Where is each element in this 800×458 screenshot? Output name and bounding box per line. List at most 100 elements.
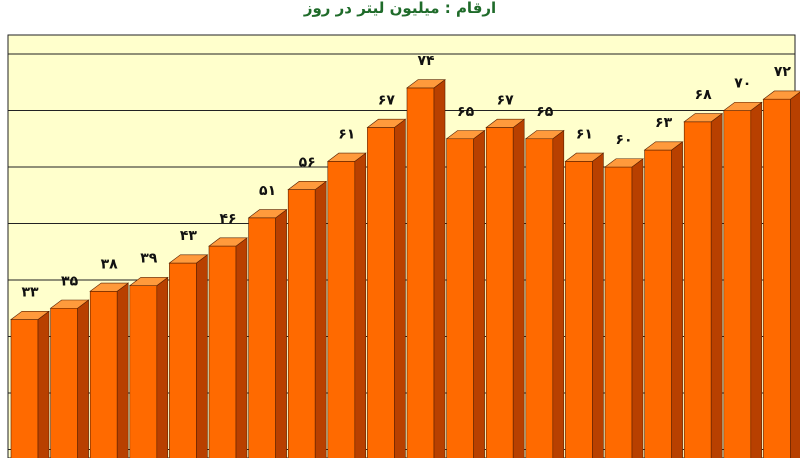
data-label: ۳۹ [140, 251, 158, 267]
bar [366, 118, 407, 458]
bar-top [485, 118, 526, 128]
data-label: ۴۳ [180, 228, 198, 244]
bar-front [129, 285, 158, 458]
bar-top [287, 181, 328, 190]
bar [168, 254, 209, 458]
bar [89, 282, 130, 458]
bar-side [394, 118, 406, 458]
bar-front [485, 127, 514, 458]
bar-front [89, 290, 118, 458]
bar-side [156, 276, 169, 458]
bar-side [750, 101, 763, 458]
bar-side [512, 118, 525, 458]
data-label: ۶۳ [655, 115, 673, 131]
bar [604, 158, 644, 458]
bar-top [406, 79, 446, 89]
bar-front [169, 262, 197, 458]
data-label: ۵۱ [259, 183, 276, 199]
bar-front [683, 121, 712, 458]
bar-side [354, 152, 367, 458]
data-label: ۷۴ [417, 53, 435, 69]
bar-top [128, 277, 169, 286]
data-label: ۶۸ [695, 87, 713, 103]
bar [524, 129, 565, 458]
bar [564, 152, 605, 458]
bar-side [275, 209, 287, 458]
bar [722, 101, 763, 458]
bar [406, 79, 446, 458]
bar-front [723, 110, 752, 458]
data-label: ۵۶ [299, 155, 316, 171]
chart-title: ارقام : میلیون لیتر در روز [303, 0, 496, 17]
data-label: ۷۰ [734, 76, 751, 92]
data-label: ۷۲ [774, 64, 792, 80]
bar [287, 180, 328, 458]
bar-front [565, 161, 593, 458]
bar-front [50, 307, 78, 458]
data-label: ۶۵ [536, 104, 554, 120]
bar-front [525, 138, 554, 458]
bar-top [683, 113, 724, 123]
data-label: ۶۱ [576, 126, 593, 142]
bar-top [366, 118, 407, 128]
bar [128, 276, 169, 458]
bar-side [116, 282, 129, 458]
bar-front [406, 87, 435, 458]
data-label: ۳۸ [101, 256, 119, 272]
bar-front [644, 149, 672, 458]
bar-front [367, 127, 395, 458]
bar-side [37, 310, 50, 458]
bar-side [710, 112, 723, 458]
bar [326, 152, 367, 458]
bar-top [89, 282, 130, 292]
bar-side [671, 141, 683, 458]
bar-side [631, 158, 644, 458]
bars [10, 79, 800, 458]
bar-side [235, 237, 248, 458]
bar-top [445, 130, 486, 140]
bar-side [77, 299, 89, 458]
bar-side [196, 254, 208, 458]
data-labels: ۳۳ ۳۵ ۳۸ ۳۹ ۴۳ ۴۶ ۵۱ ۵۶ ۶۱ ۶۷ ۷۴ ۶۵ ۶۷ ۶۵ ۶۱ ۶۰ ۶۳ ۶۸ ۷۰ ۷۲ [21, 53, 791, 301]
bar-top [208, 237, 248, 247]
bar [643, 141, 684, 458]
bar-top [10, 310, 50, 320]
bar-side [473, 129, 485, 458]
bar-front [208, 245, 237, 458]
bar [49, 299, 90, 458]
data-label: ۳۳ [21, 285, 39, 301]
bar-top [49, 299, 90, 309]
bar-front [248, 217, 276, 458]
bar [208, 237, 248, 458]
bar-top [168, 254, 209, 264]
data-label: ۶۱ [338, 126, 355, 142]
bar [247, 209, 288, 458]
bar-front [604, 166, 633, 458]
bar-top [564, 152, 605, 162]
bar-side [790, 91, 800, 458]
data-label: ۶۷ [378, 92, 396, 108]
bar-top [643, 141, 684, 151]
bar-side [592, 152, 604, 458]
bar-side [552, 129, 565, 458]
bar-front [446, 138, 474, 458]
bar-top [524, 130, 565, 140]
bar-front [287, 189, 316, 458]
data-label: ۳۵ [61, 273, 79, 289]
bar-top [722, 101, 763, 111]
bar [762, 90, 800, 458]
bar-side [314, 180, 327, 458]
bar [485, 118, 526, 458]
bar-side [433, 79, 446, 458]
bar-top [326, 152, 367, 162]
bar-top [247, 209, 288, 219]
data-label: ۶۰ [615, 132, 632, 148]
bar-front [327, 161, 356, 458]
bar-front [10, 319, 39, 458]
data-label: ۶۷ [497, 92, 515, 108]
bar [683, 112, 724, 458]
bar-top [762, 90, 800, 100]
data-label: ۶۵ [457, 104, 475, 120]
bar [10, 310, 50, 458]
